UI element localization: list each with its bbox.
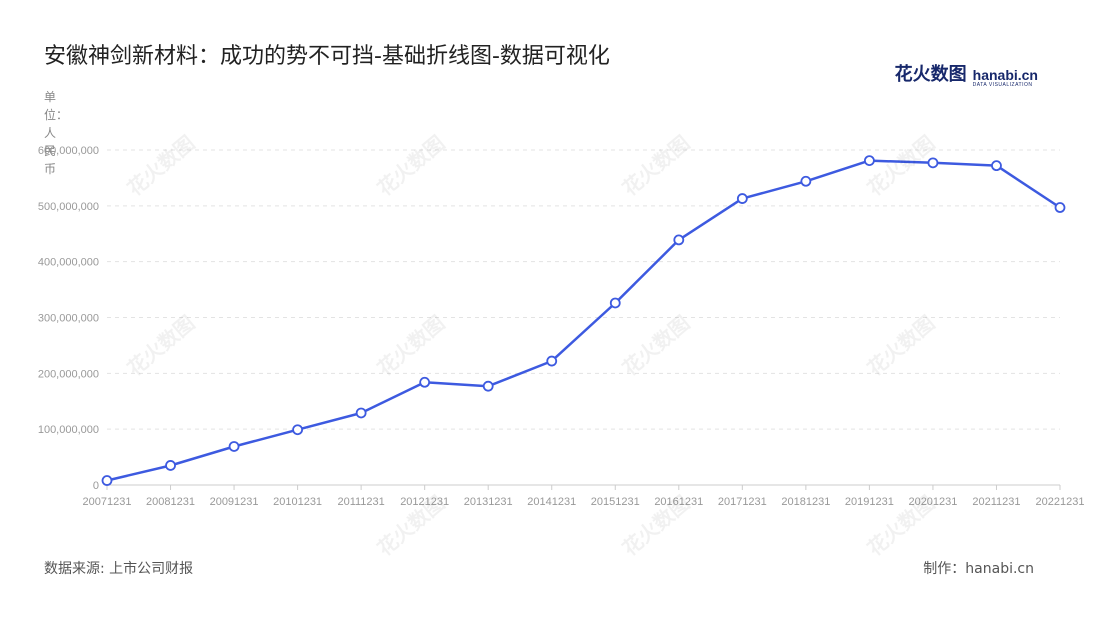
y-tick-label: 0 bbox=[93, 480, 99, 492]
brand-logo: 花火数图 hanabi.cn DATA VISUALIZATION bbox=[895, 60, 1038, 88]
data-point[interactable] bbox=[673, 234, 685, 246]
data-point[interactable] bbox=[228, 441, 240, 452]
x-axis: 20071231 20081231 20091231 20101231 20111231… bbox=[83, 484, 1085, 508]
data-point[interactable] bbox=[609, 297, 621, 309]
x-tick-label: 20131231 bbox=[464, 496, 513, 508]
x-tick-label: 20121231 bbox=[400, 496, 449, 508]
x-tick-label: 20161231 bbox=[654, 496, 703, 508]
x-tick-label: 20221231 bbox=[1036, 496, 1085, 508]
data-source: 数据来源: 上市公司财报 bbox=[44, 561, 194, 577]
x-tick-label: 20101231 bbox=[273, 496, 322, 508]
grid-lines bbox=[107, 149, 1060, 430]
data-point[interactable] bbox=[546, 355, 558, 367]
x-tick-label: 20081231 bbox=[146, 496, 195, 508]
data-point[interactable] bbox=[927, 157, 939, 169]
logo-cn-text: 花火数图 bbox=[894, 64, 967, 85]
x-tick-label: 20141231 bbox=[527, 496, 576, 508]
chart-title: 安徽神剑新材料：成功的势不可挡-基础折线图-数据可视化 bbox=[44, 44, 610, 69]
data-point[interactable] bbox=[165, 460, 176, 471]
data-point[interactable] bbox=[355, 407, 367, 419]
data-point[interactable] bbox=[991, 160, 1002, 172]
y-tick-label: 200,000,000 bbox=[38, 368, 99, 380]
y-axis-ticks: 0 100,000,000 200,000,000 300,000,000 400,00… bbox=[38, 145, 99, 492]
credit: 制作：hanabi.cn bbox=[923, 561, 1034, 577]
y-tick-label: 500,000,000 bbox=[38, 201, 99, 213]
y-tick-label: 600,000,000 bbox=[38, 145, 99, 157]
data-point[interactable] bbox=[292, 424, 304, 436]
data-points bbox=[101, 155, 1066, 486]
data-point[interactable] bbox=[1054, 202, 1066, 213]
x-tick-label: 20191231 bbox=[845, 496, 894, 508]
data-point[interactable] bbox=[864, 155, 875, 167]
series-path bbox=[106, 159, 1061, 482]
data-point[interactable] bbox=[419, 376, 431, 388]
series-line bbox=[106, 159, 1061, 482]
x-tick-label: 20091231 bbox=[210, 496, 259, 508]
x-tick-label: 20151231 bbox=[591, 496, 640, 508]
logo-en-text: hanabi.cn bbox=[972, 67, 1038, 83]
logo-subtitle: DATA VISUALIZATION bbox=[972, 82, 1033, 88]
x-tick-label: 20181231 bbox=[781, 496, 830, 508]
y-tick-label: 100,000,000 bbox=[38, 424, 99, 436]
x-tick-label: 20201231 bbox=[908, 496, 957, 508]
data-point[interactable] bbox=[482, 380, 494, 392]
x-tick-label: 20071231 bbox=[83, 496, 132, 508]
x-tick-label: 20211231 bbox=[972, 496, 1020, 508]
data-point[interactable] bbox=[736, 193, 748, 204]
y-tick-label: 300,000,000 bbox=[38, 313, 99, 325]
data-point[interactable] bbox=[101, 475, 113, 486]
x-tick-label: 20171231 bbox=[718, 496, 767, 508]
x-tick-label: 20111231 bbox=[337, 496, 384, 508]
data-point[interactable] bbox=[800, 175, 812, 187]
y-tick-label: 400,000,000 bbox=[38, 257, 99, 269]
